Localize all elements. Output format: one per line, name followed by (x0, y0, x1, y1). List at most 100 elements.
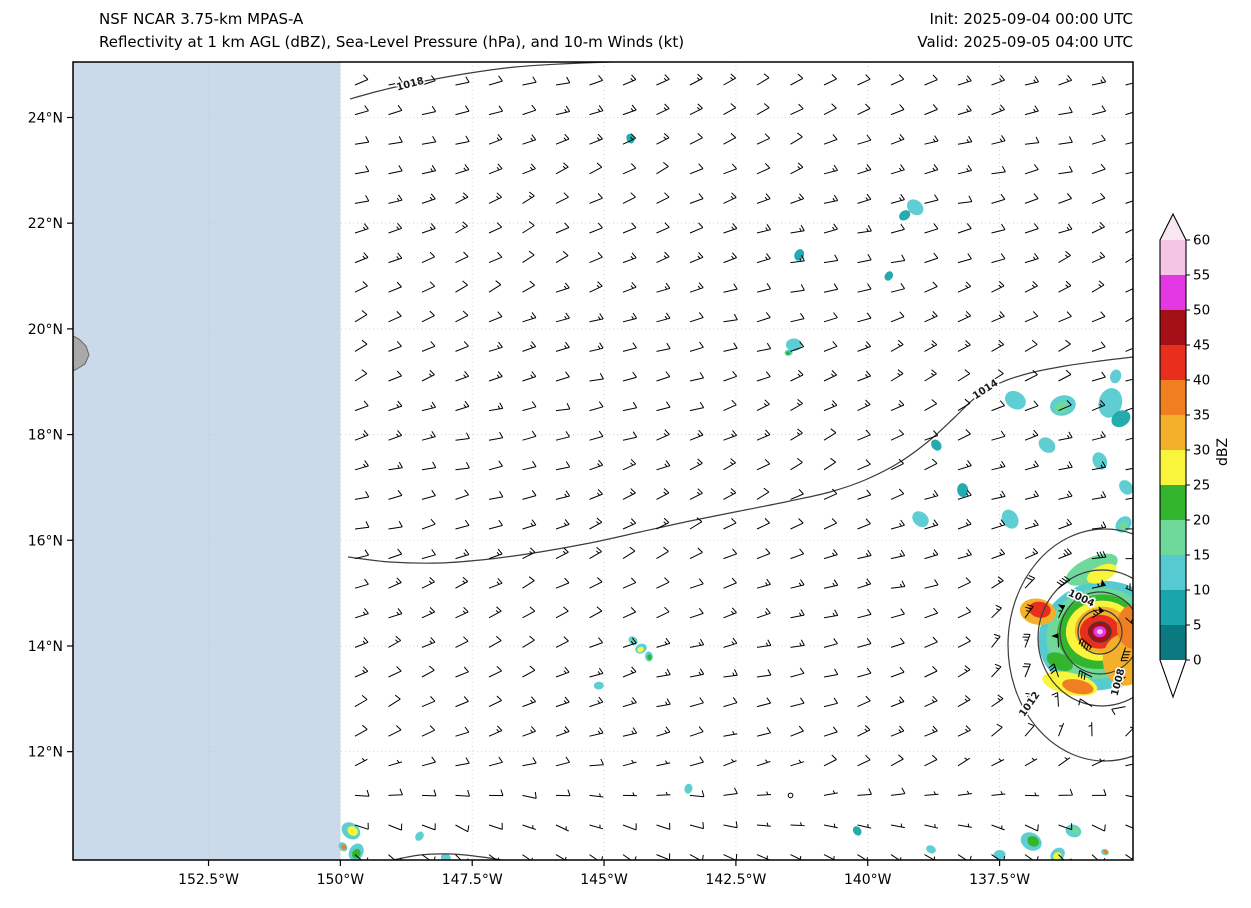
wind-barb (421, 401, 437, 412)
y-tick-label: 16°N (28, 533, 63, 549)
wind-barb (756, 399, 770, 412)
reflectivity-cell (1020, 832, 1042, 851)
wind-barb (890, 458, 904, 471)
wind-barb (1024, 400, 1039, 412)
wind-barb (455, 489, 470, 500)
wind-barb (656, 577, 670, 589)
wind-barb (689, 222, 704, 234)
wind-barb (488, 822, 503, 830)
wind-barb (622, 577, 637, 589)
wind-barb (790, 548, 805, 560)
isobar-contour-closed (1088, 621, 1112, 643)
wind-barb (890, 164, 905, 175)
wind-barb (388, 608, 403, 619)
isobar-contour-closed (1059, 591, 1133, 675)
wind-barb (1024, 164, 1039, 175)
wind-barb (455, 370, 470, 382)
wind-barb (354, 608, 369, 619)
wind-barb (689, 193, 704, 204)
init-time: Init: 2025-09-04 00:00 UTC (929, 10, 1133, 28)
wind-barb (1058, 548, 1072, 560)
wind-barb (957, 281, 972, 293)
wind-barb (1091, 341, 1106, 352)
wind-barb (689, 790, 705, 798)
wind-barb (790, 518, 804, 530)
wind-barb (1091, 551, 1107, 560)
wind-barb (723, 342, 738, 352)
wind-barb (723, 163, 737, 175)
wind-barb (622, 74, 637, 86)
wind-barb (388, 548, 403, 560)
wind-barb (890, 133, 905, 145)
wind-barb (1024, 824, 1039, 832)
wind-barb (924, 104, 938, 116)
wind-barb (488, 725, 503, 737)
wind-barb (354, 724, 368, 737)
wind-barb (823, 790, 838, 796)
wind-barb (388, 370, 402, 382)
wind-barb (388, 194, 403, 204)
wind-barb (455, 519, 470, 530)
wind-barb (991, 519, 1006, 530)
storm-reflectivity-blob (1086, 563, 1117, 584)
wind-barb (723, 821, 738, 829)
wind-barb (455, 280, 468, 293)
wind-barb (522, 221, 535, 234)
wind-barb (555, 490, 571, 500)
wind-barb (823, 609, 839, 619)
wind-barb (455, 666, 469, 678)
wind-barb (488, 491, 504, 500)
wind-barb (790, 284, 805, 293)
wind-barb (1113, 676, 1126, 690)
reflectivity-cell (899, 210, 911, 221)
wind-barb (790, 725, 804, 737)
wind-barb (488, 402, 504, 412)
wind-barb (555, 192, 569, 204)
wind-barb (455, 135, 470, 145)
wind-barb (1091, 521, 1107, 530)
wind-barb (589, 430, 604, 441)
wind-barb (354, 310, 368, 323)
wind-barb (790, 639, 805, 648)
wind-barb (890, 104, 905, 116)
valid-time: Valid: 2025-09-05 04:00 UTC (917, 33, 1133, 51)
wind-barb (1088, 722, 1093, 737)
wind-barb (1091, 758, 1105, 767)
wind-barb (1058, 400, 1072, 412)
wind-barb (1024, 575, 1036, 589)
colorbar-tick-label: 40 (1193, 373, 1210, 389)
colorbar-tick-label: 45 (1193, 338, 1210, 354)
wind-barb (455, 251, 469, 264)
wind-barb (1058, 823, 1073, 831)
wind-barb (1024, 311, 1039, 323)
wind-barb (555, 789, 571, 797)
wind-barb (354, 195, 370, 204)
wind-barb (823, 488, 838, 500)
wind-barb (756, 253, 771, 264)
wind-barb (388, 341, 402, 352)
wind-barb (555, 519, 570, 530)
wind-barb (790, 609, 805, 619)
x-tick-label: 142.5°W (705, 872, 766, 888)
wind-barb (1120, 647, 1131, 662)
wind-barb (790, 341, 805, 352)
wind-barb (522, 791, 537, 799)
wind-barb (455, 824, 470, 833)
colorbar-segment (1160, 590, 1186, 625)
wind-barb (589, 459, 604, 471)
wind-barb (589, 824, 604, 830)
wind-barb (957, 164, 973, 175)
wind-barb (622, 792, 638, 797)
colorbar-over-arrow (1160, 214, 1186, 240)
wind-barb (790, 312, 805, 323)
wind-barb (857, 725, 871, 737)
y-tick-label: 12°N (28, 745, 63, 761)
wind-barb (421, 251, 436, 264)
wind-barb (890, 194, 905, 204)
wind-barb (522, 341, 537, 352)
wind-barb (991, 135, 1006, 145)
wind-barb (857, 134, 872, 145)
wind-barb (455, 192, 469, 204)
wind-barb (455, 576, 469, 589)
reflectivity-cell (626, 133, 635, 144)
